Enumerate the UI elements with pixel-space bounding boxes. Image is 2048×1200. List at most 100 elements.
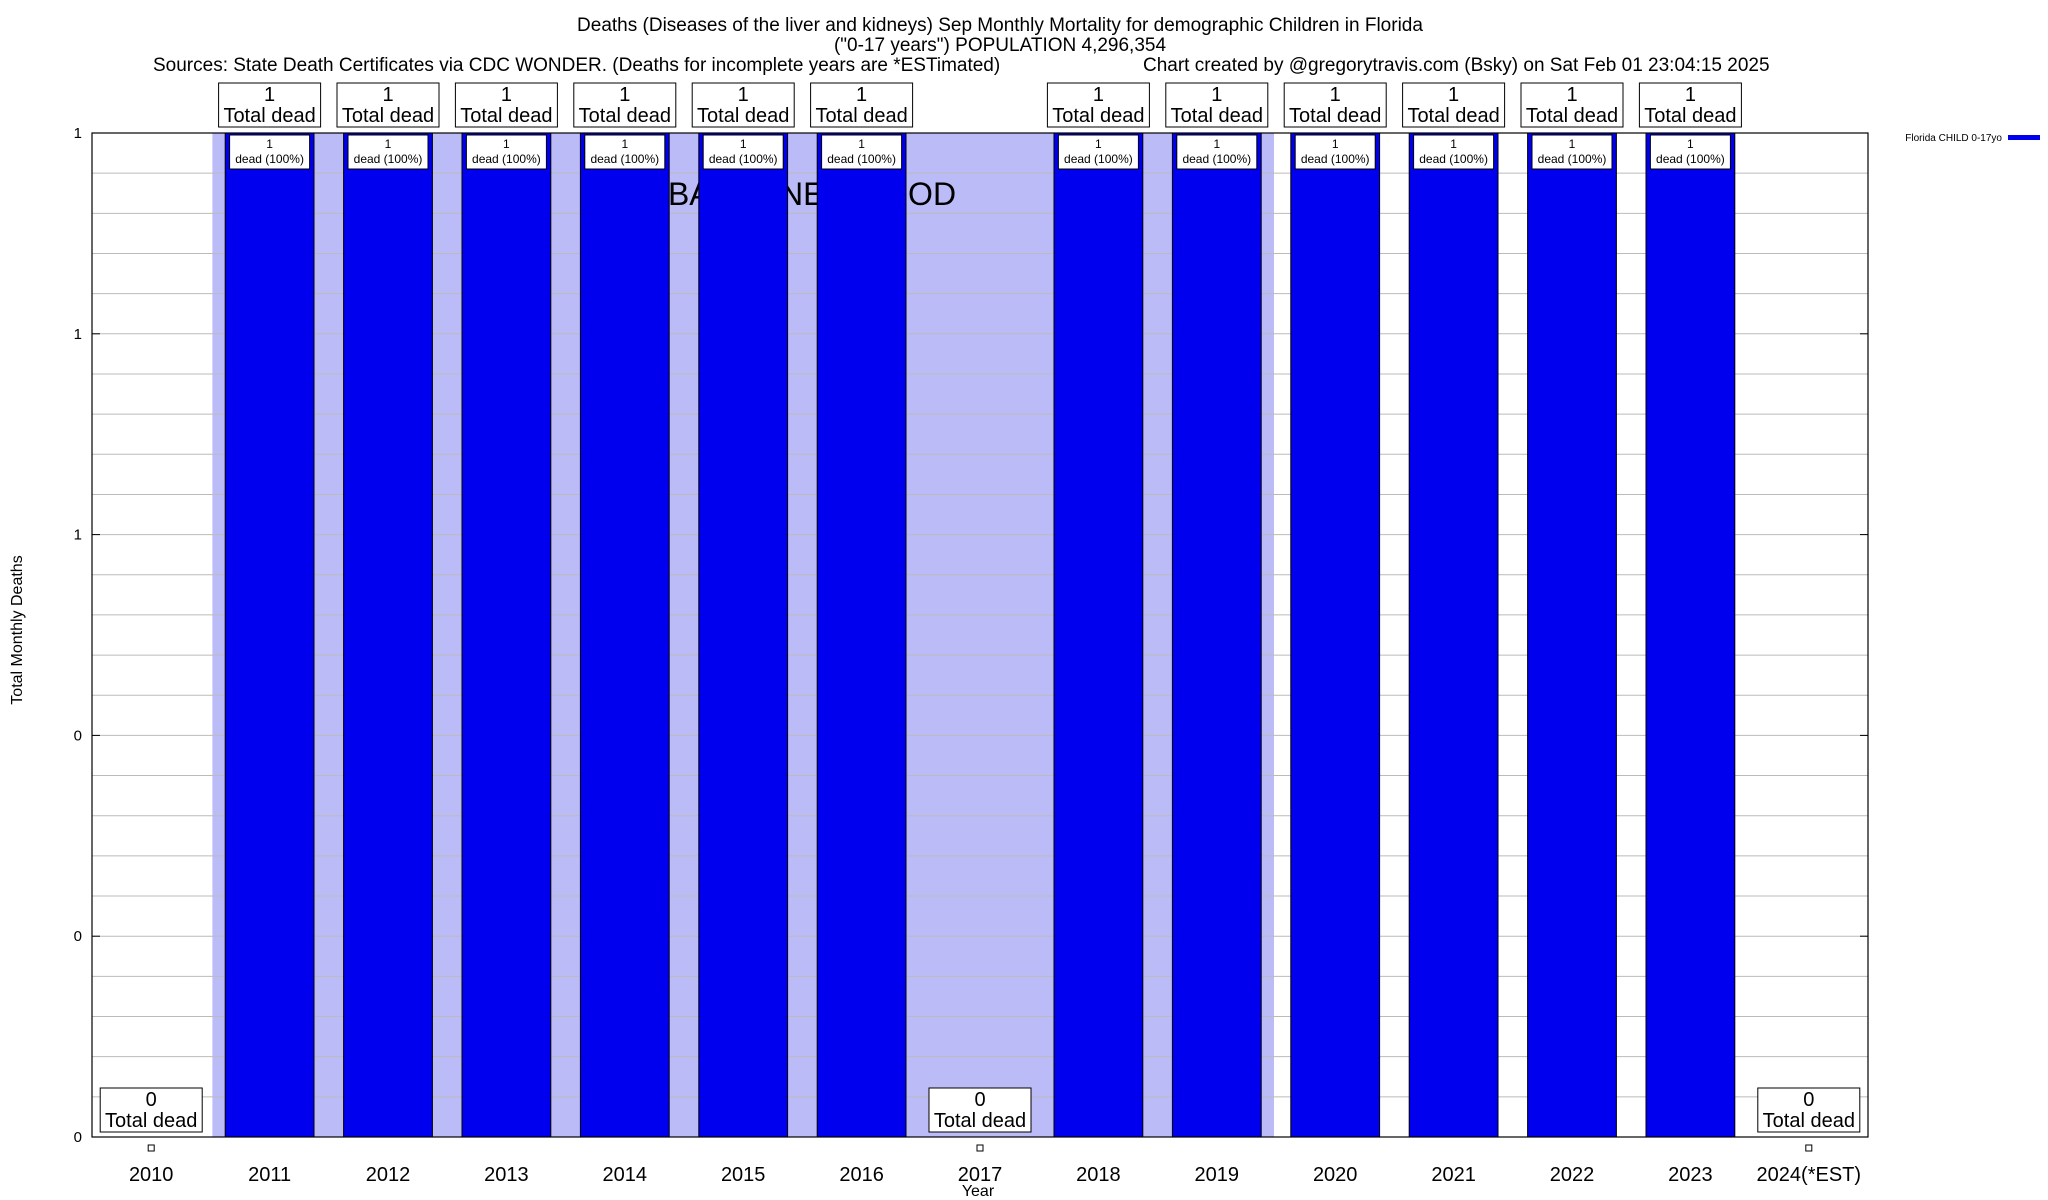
bar-label-text: dead (100%) <box>1538 152 1607 166</box>
total-label-text: Total dead <box>105 1110 197 1132</box>
y-tick-label: 0 <box>74 928 82 945</box>
bar-label-value: 1 <box>1332 137 1339 151</box>
total-label-box <box>1283 82 1387 128</box>
chart-credit: Chart created by @gregorytravis.com (Bsk… <box>1143 55 1770 76</box>
total-label-value: 1 <box>619 84 630 106</box>
bar-label-box <box>1176 134 1258 170</box>
bar <box>816 132 907 1138</box>
bar-label-text: dead (100%) <box>354 152 423 166</box>
bar-label-value: 1 <box>1450 137 1457 151</box>
x-tick-label: 2012 <box>366 1164 411 1186</box>
total-label-box <box>99 1087 203 1133</box>
x-tick-label: 2022 <box>1550 1164 1595 1186</box>
bar-label-value: 1 <box>1687 137 1694 151</box>
x-axis-label: Year <box>962 1183 995 1200</box>
x-tick-label: 2021 <box>1431 1164 1476 1186</box>
total-label-text: Total dead <box>579 105 671 127</box>
bar-label-value: 1 <box>621 137 628 151</box>
legend-label: Florida CHILD 0-17yo <box>1905 133 2002 144</box>
bar-label-text: dead (100%) <box>1182 152 1251 166</box>
total-label-value: 1 <box>1330 84 1341 106</box>
bar-label-box <box>465 134 547 170</box>
x-tick-label: 2016 <box>839 1164 884 1186</box>
total-label-text: Total dead <box>697 105 789 127</box>
bar <box>224 132 315 1138</box>
bar-label-box <box>821 134 903 170</box>
bar-label-value: 1 <box>1095 137 1102 151</box>
bar-label-text: dead (100%) <box>472 152 541 166</box>
total-label-box <box>810 82 914 128</box>
x-tick-label: 2015 <box>721 1164 766 1186</box>
total-label-value: 0 <box>146 1089 157 1111</box>
bar-label-value: 1 <box>858 137 865 151</box>
total-label-box <box>1402 82 1506 128</box>
zero-marker <box>1805 1144 1813 1152</box>
y-tick-label: 1 <box>74 326 82 343</box>
bar-label-text: dead (100%) <box>709 152 778 166</box>
bar-label-value: 1 <box>266 137 273 151</box>
total-label-text: Total dead <box>223 105 315 127</box>
x-tick-label: 2024(*EST) <box>1757 1164 1862 1186</box>
total-label-text: Total dead <box>1052 105 1144 127</box>
total-label-box <box>218 82 322 128</box>
x-tick-label: 2018 <box>1076 1164 1121 1186</box>
bar-label-text: dead (100%) <box>1064 152 1133 166</box>
total-label-value: 1 <box>264 84 275 106</box>
bar-label-box <box>347 134 429 170</box>
bar-label-box <box>1649 134 1731 170</box>
x-tick-label: 2017 <box>958 1164 1003 1186</box>
total-label-text: Total dead <box>815 105 907 127</box>
x-tick-label: 2023 <box>1668 1164 1713 1186</box>
bar <box>579 132 670 1138</box>
bar <box>1290 132 1381 1138</box>
total-label-box <box>1757 1087 1861 1133</box>
total-label-text: Total dead <box>342 105 434 127</box>
total-label-value: 1 <box>1685 84 1696 106</box>
bar-label-box <box>1057 134 1139 170</box>
chart-title-line-2: ("0-17 years") POPULATION 4,296,354 <box>834 35 1166 56</box>
plot-frame <box>91 132 1869 1138</box>
total-label-text: Total dead <box>934 1110 1026 1132</box>
bar-label-value: 1 <box>1213 137 1220 151</box>
total-label-value: 1 <box>1211 84 1222 106</box>
bar <box>1645 132 1736 1138</box>
bar-label-text: dead (100%) <box>1419 152 1488 166</box>
chart-sources: Sources: State Death Certificates via CD… <box>153 55 1000 76</box>
total-label-value: 1 <box>1448 84 1459 106</box>
total-label-text: Total dead <box>1644 105 1736 127</box>
bar-label-text: dead (100%) <box>590 152 659 166</box>
x-tick-label: 2011 <box>248 1164 291 1186</box>
total-label-box <box>454 82 558 128</box>
total-label-text: Total dead <box>460 105 552 127</box>
bar <box>1527 132 1617 1138</box>
bar-label-text: dead (100%) <box>827 152 896 166</box>
total-label-value: 1 <box>501 84 512 106</box>
chart-title-line-1: Deaths (Diseases of the liver and kidney… <box>577 15 1423 36</box>
bar-label-value: 1 <box>503 137 510 151</box>
total-label-box <box>1046 82 1150 128</box>
total-label-text: Total dead <box>1289 105 1381 127</box>
bar-label-box <box>584 134 666 170</box>
bar-label-box <box>1531 134 1613 170</box>
total-label-value: 0 <box>974 1089 985 1111</box>
total-label-text: Total dead <box>1526 105 1618 127</box>
x-tick-label: 2014 <box>603 1164 648 1186</box>
total-label-box <box>928 1087 1032 1133</box>
total-label-text: Total dead <box>1171 105 1263 127</box>
bar-label-box <box>702 134 784 170</box>
zero-marker <box>976 1144 984 1152</box>
total-label-box <box>691 82 795 128</box>
total-label-box <box>1638 82 1742 128</box>
y-axis-label: Total Monthly Deaths <box>9 555 26 704</box>
legend-swatch <box>2008 135 2040 140</box>
total-label-text: Total dead <box>1407 105 1499 127</box>
y-tick-label: 1 <box>74 527 82 544</box>
total-label-value: 1 <box>1093 84 1104 106</box>
bar-label-box <box>1294 134 1376 170</box>
x-tick-label: 2020 <box>1313 1164 1358 1186</box>
x-tick-label: 2010 <box>129 1164 174 1186</box>
total-label-value: 1 <box>856 84 867 106</box>
bar <box>1171 132 1262 1138</box>
